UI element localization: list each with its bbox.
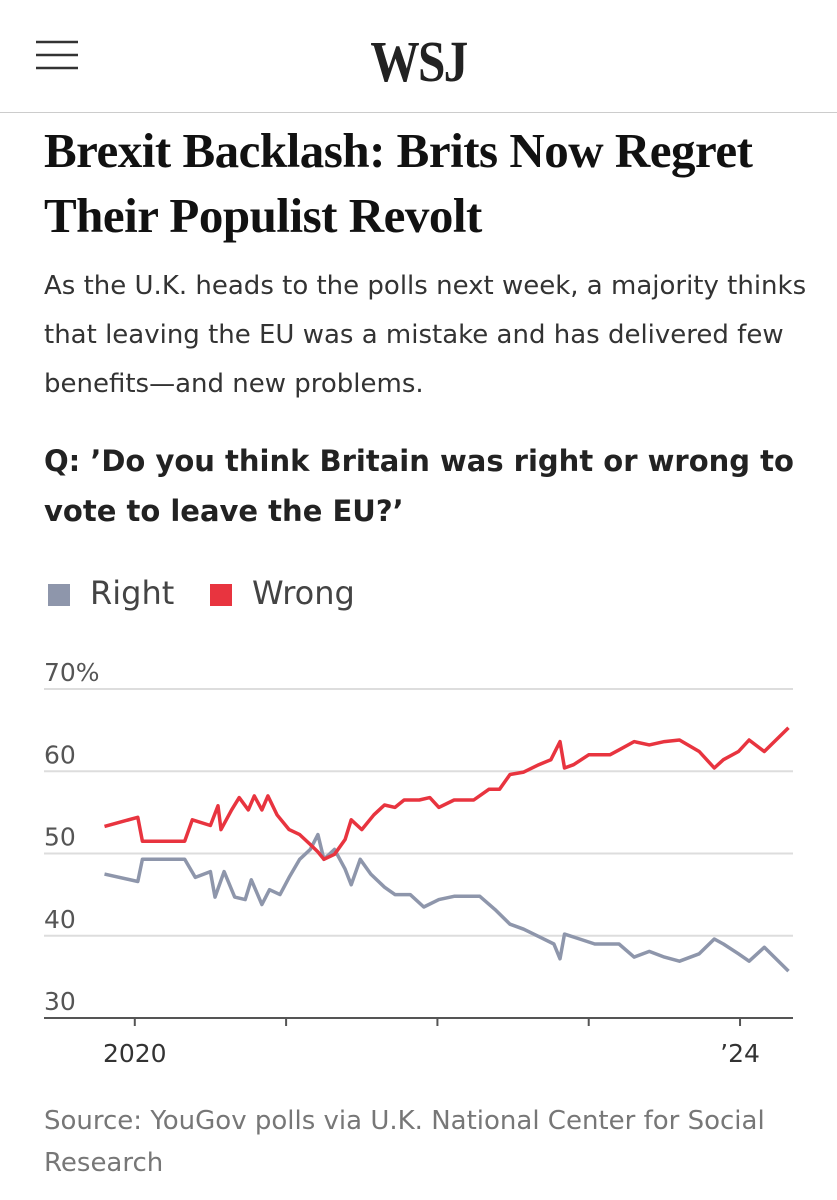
source: Source: YouGov polls via U.K. National C… [44, 1106, 765, 1178]
line-series [104, 726, 790, 862]
chart: Right Wrong 30 40 50 60 70% 2020 ’24 [44, 574, 793, 1068]
x-tick-label: ’24 [720, 1039, 760, 1068]
legend-swatch [48, 584, 70, 606]
legend-swatch [210, 584, 232, 606]
legend-label: Right [90, 574, 174, 612]
y-tick-label: 70% [44, 658, 100, 687]
menu-icon[interactable] [36, 40, 80, 72]
divider [0, 112, 837, 113]
y-tick-label: 30 [44, 987, 76, 1016]
chart-title: Q: ’Do you think Britain was right or wr… [44, 444, 794, 528]
y-tick-label: 50 [44, 823, 76, 852]
legend-label: Wrong [252, 574, 355, 612]
y-tick-label: 40 [44, 905, 76, 934]
line-series [104, 832, 790, 973]
y-tick-label: 60 [44, 740, 76, 769]
logo[interactable]: WSJ [370, 29, 468, 94]
headline: Brexit Backlash: Brits Now Regret Their … [44, 123, 753, 243]
dek: As the U.K. heads to the polls next week… [44, 271, 807, 399]
x-tick-label: 2020 [103, 1039, 167, 1068]
